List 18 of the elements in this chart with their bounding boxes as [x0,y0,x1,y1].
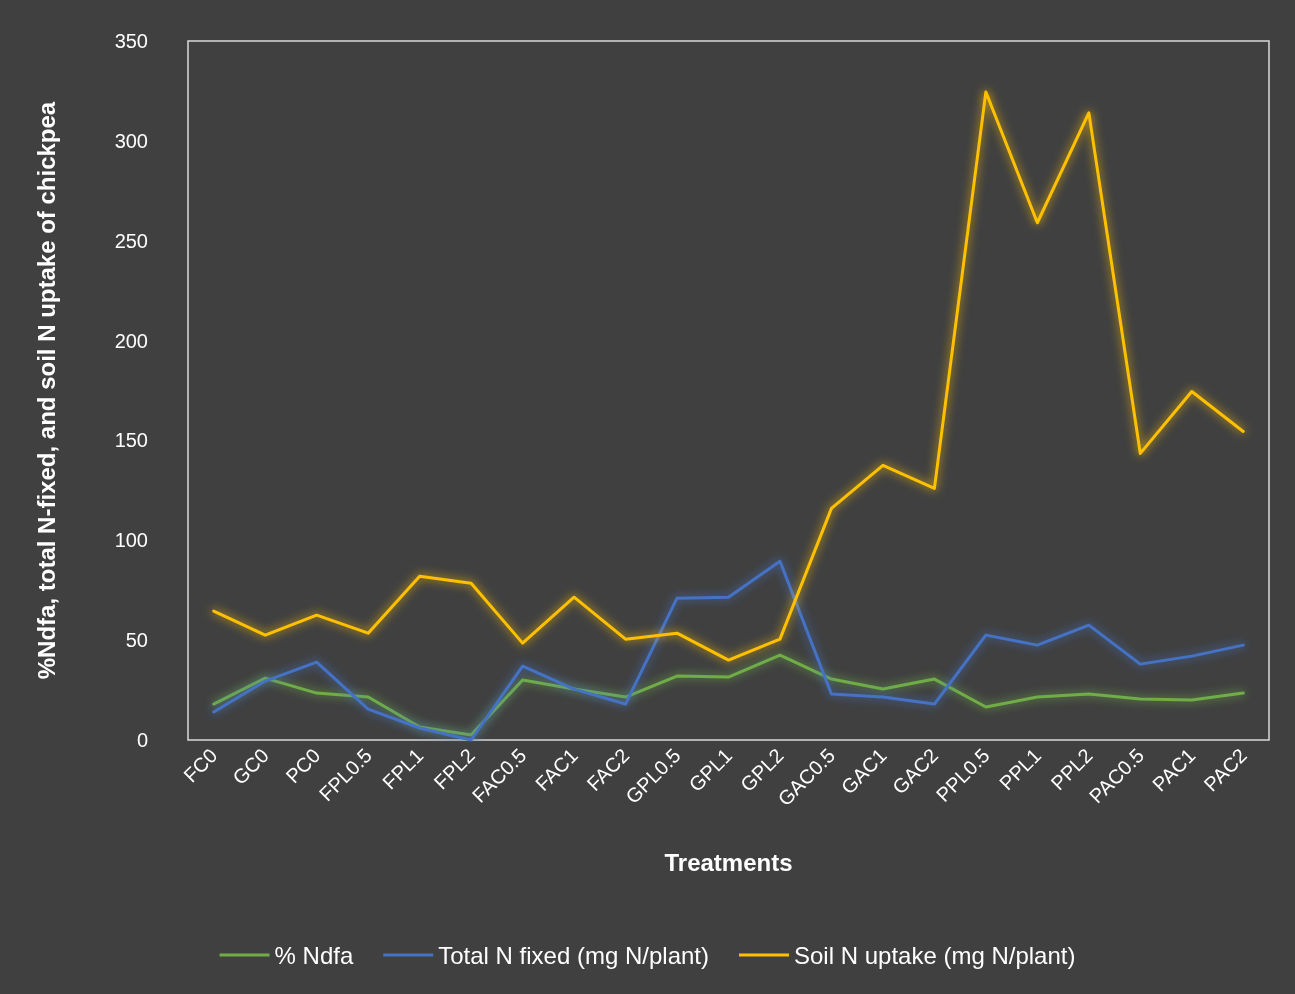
line-series [212,559,1245,742]
x-axis-title: Treatments [664,848,793,876]
x-tick-label: GC0 [228,744,273,789]
legend-label: Total N fixed (mg N/plant) [438,941,710,969]
line-series [212,653,1245,737]
y-tick-label: 100 [114,529,148,552]
y-tick-label: 350 [114,30,148,52]
y-tick-label: 300 [114,129,148,152]
legend-label: % Ndfa [274,941,354,969]
y-tick-label: 50 [125,629,148,652]
x-tick-label: FC0 [179,744,222,787]
y-tick-label: 0 [136,729,148,751]
y-axis-title: %Ndfa, total N-fixed, and soil N uptake of chickpea [32,101,60,680]
y-tick-label: 250 [114,229,148,252]
y-tick-label: 200 [114,329,148,352]
line-series [212,90,1245,662]
legend-label: Soil N uptake (mg N/plant) [794,941,1076,969]
y-tick-label: 150 [114,429,148,452]
